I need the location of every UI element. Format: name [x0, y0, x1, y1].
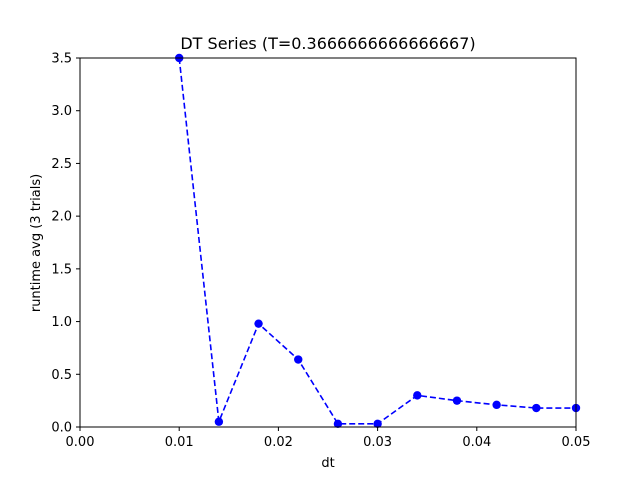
x-tick-label: 0.00	[66, 435, 95, 450]
y-axis-label: runtime avg (3 trials)	[29, 174, 44, 312]
series-line	[178, 57, 576, 425]
chart-title: DT Series (T=0.3666666666666667)	[180, 34, 475, 53]
y-tick-label: 3.5	[51, 52, 72, 67]
y-tick-label: 3.0	[51, 104, 72, 119]
y-tick-label: 0.5	[51, 368, 72, 383]
data-point	[373, 419, 382, 429]
data-point	[294, 355, 303, 364]
y-tick-label: 1.0	[51, 315, 72, 330]
x-axis-label: dt	[321, 456, 334, 471]
x-tick-label: 0.01	[165, 435, 194, 450]
data-point	[492, 400, 501, 410]
y-tick-label: 0.0	[51, 421, 72, 436]
data-point	[452, 396, 462, 405]
data-point	[214, 417, 224, 426]
x-tick-label: 0.05	[562, 435, 591, 450]
plot-frame	[79, 57, 577, 428]
plot-area: 0.00 0.01 0.02 0.03 0.04 0.05 0.0 0.5 1.0 1.5 2.0 2…	[51, 52, 590, 451]
data-point	[254, 319, 263, 328]
x-tick-label: 0.03	[363, 435, 392, 450]
y-tick-label: 2.5	[51, 157, 72, 172]
data-point	[532, 403, 541, 413]
y-tick-label: 1.5	[51, 262, 72, 277]
data-point	[413, 391, 422, 400]
x-tick-label: 0.04	[462, 435, 491, 450]
y-tick-label: 2.0	[51, 210, 72, 225]
data-point	[333, 419, 343, 429]
x-tick-label: 0.02	[264, 435, 293, 450]
